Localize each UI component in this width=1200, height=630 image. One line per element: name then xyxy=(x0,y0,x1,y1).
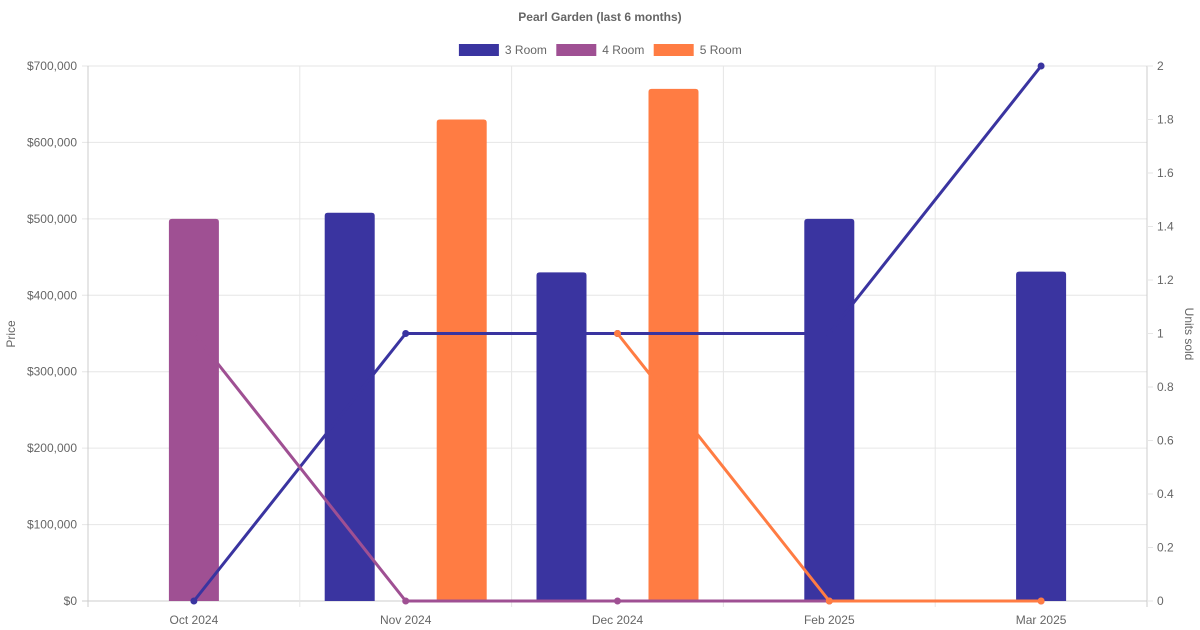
point-5-room[interactable] xyxy=(614,330,621,337)
y-right-tick-label: 1.8 xyxy=(1157,113,1174,127)
legend-label: 5 Room xyxy=(700,43,742,57)
y-left-tick-label: $200,000 xyxy=(27,441,77,455)
y-left-tick-label: $0 xyxy=(64,594,78,608)
legend-item-5-room[interactable]: 5 Room xyxy=(653,43,742,57)
point-5-room[interactable] xyxy=(1037,597,1045,605)
point-3-room[interactable] xyxy=(825,330,833,337)
point-3-room[interactable] xyxy=(402,330,410,337)
y-right-tick-label: 0.2 xyxy=(1157,541,1174,555)
point-3-room[interactable] xyxy=(1037,62,1045,70)
bar-3-room[interactable] xyxy=(536,272,587,601)
x-tick-label: Mar 2025 xyxy=(1016,613,1067,627)
axes: $0 $100,000 $200,000 $300,000 $400,000 $500,0… xyxy=(27,59,1174,627)
legend-swatch xyxy=(556,44,597,56)
point-4-room[interactable] xyxy=(614,597,621,605)
bar-4-room[interactable] xyxy=(168,218,219,601)
bar-3-room[interactable] xyxy=(324,212,375,601)
x-tick-label: Nov 2024 xyxy=(380,613,432,627)
y-right-tick-label: 0.4 xyxy=(1157,487,1174,501)
y-left-tick-label: $600,000 xyxy=(27,135,77,149)
legend[interactable]: 3 Room 4 Room 5 Room xyxy=(458,43,742,57)
legend-swatch xyxy=(458,44,499,56)
y-right-tick-label: 0.8 xyxy=(1157,380,1174,394)
y-left-tick-label: $300,000 xyxy=(27,365,77,379)
y-right-tick-label: 1.4 xyxy=(1157,220,1174,234)
legend-label: 4 Room xyxy=(602,43,644,57)
x-tick-label: Feb 2025 xyxy=(804,613,855,627)
x-tick-label: Oct 2024 xyxy=(170,613,219,627)
x-tick-label: Dec 2024 xyxy=(592,613,644,627)
y-right-tick-label: 2 xyxy=(1157,59,1164,73)
y-axis-left-title: Price xyxy=(4,320,18,348)
legend-item-3-room[interactable]: 3 Room xyxy=(458,43,547,57)
bar-5-room[interactable] xyxy=(648,88,699,601)
grid-lines xyxy=(82,65,1148,607)
bar-3-room[interactable] xyxy=(1016,271,1067,601)
bar-3-room[interactable] xyxy=(804,218,855,601)
bar-5-room[interactable] xyxy=(436,119,487,602)
y-right-tick-label: 0 xyxy=(1157,594,1164,608)
y-right-tick-label: 1 xyxy=(1157,327,1164,341)
units-lines xyxy=(190,62,1045,605)
point-4-room[interactable] xyxy=(190,330,198,337)
y-left-tick-label: $100,000 xyxy=(27,518,77,532)
y-right-tick-label: 1.2 xyxy=(1157,273,1174,287)
point-3-room[interactable] xyxy=(190,597,198,605)
legend-swatch xyxy=(653,44,694,56)
point-5-room[interactable] xyxy=(825,597,833,605)
chart-title: Pearl Garden (last 6 months) xyxy=(518,10,681,24)
y-left-tick-label: $400,000 xyxy=(27,288,77,302)
y-right-tick-label: 0.6 xyxy=(1157,434,1174,448)
legend-item-4-room[interactable]: 4 Room xyxy=(556,43,644,57)
price-bars xyxy=(168,88,1067,602)
y-left-tick-label: $700,000 xyxy=(27,59,77,73)
y-left-tick-label: $500,000 xyxy=(27,212,77,226)
legend-label: 3 Room xyxy=(505,43,547,57)
y-right-tick-label: 1.6 xyxy=(1157,166,1174,180)
y-axis-right-title: Units sold xyxy=(1182,308,1196,361)
line-4-room xyxy=(192,332,1042,603)
point-4-room[interactable] xyxy=(402,597,410,605)
